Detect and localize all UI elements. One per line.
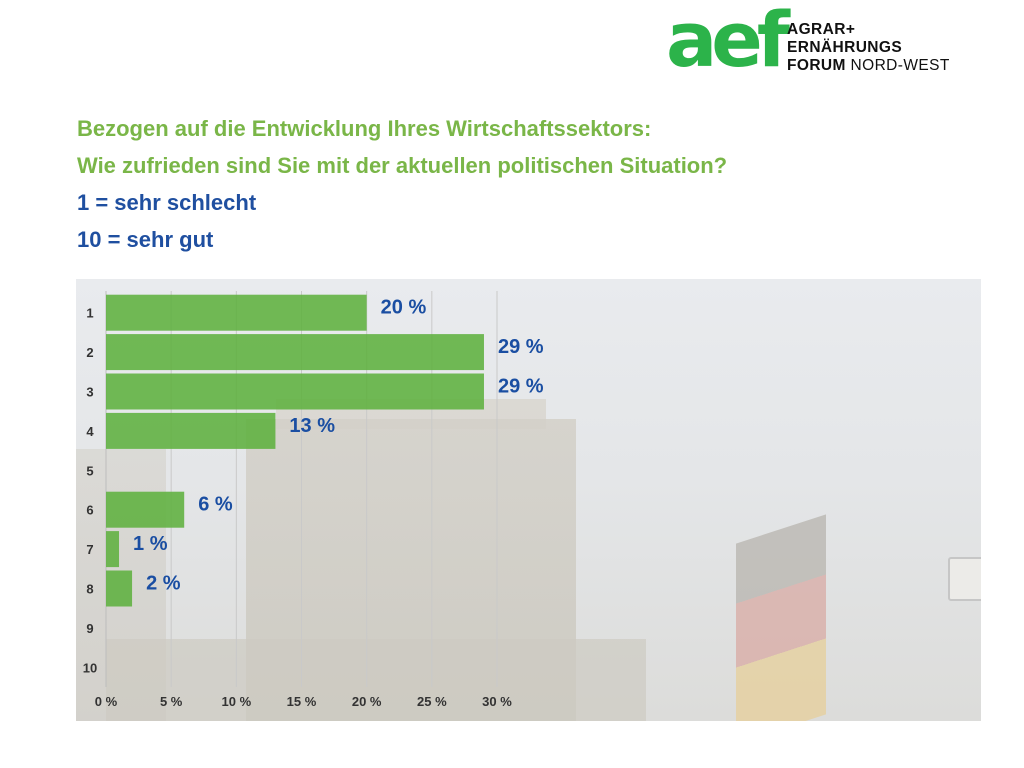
category-label: 2 — [86, 345, 93, 360]
data-label: 2 % — [146, 573, 181, 595]
x-tick-label: 30 % — [482, 694, 512, 709]
x-tick-label: 0 % — [95, 694, 118, 709]
logo-line-1: AGRAR+ — [787, 21, 856, 38]
logo-mark: aef — [666, 0, 790, 84]
aef-logo: aef AGRAR+ ERNÄHRUNGS FORUM NORD-WEST — [666, 2, 986, 96]
bar — [106, 294, 367, 331]
question-line-2: Wie zufrieden sind Sie mit der aktuellen… — [77, 153, 728, 178]
logo-line-2: ERNÄHRUNGS — [787, 39, 903, 56]
category-label: 3 — [86, 385, 93, 400]
category-label: 4 — [86, 424, 94, 439]
x-tick-label: 15 % — [287, 694, 317, 709]
category-label: 1 — [86, 306, 93, 321]
background-building-base — [106, 639, 646, 721]
scale-low-label: 1 = sehr schlecht — [77, 190, 257, 215]
bar — [106, 373, 484, 410]
category-label: 10 — [83, 660, 97, 675]
x-tick-label: 10 % — [222, 694, 252, 709]
question-title: Bezogen auf die Entwicklung Ihres Wirtsc… — [77, 110, 727, 258]
scale-high-label: 10 = sehr gut — [77, 227, 214, 252]
x-tick-label: 5 % — [160, 694, 183, 709]
x-tick-label: 25 % — [417, 694, 447, 709]
data-label: 6 % — [198, 494, 233, 516]
bar — [106, 412, 276, 449]
bar-chart: 1 20 % 2 29 % 3 29 % 4 13 % 5 6 6 % 7 1 % 8 2 % 9 10 0 % 5… — [83, 291, 544, 709]
category-label: 6 — [86, 503, 93, 518]
data-label: 29 % — [498, 336, 544, 358]
data-label: 29 % — [498, 376, 544, 398]
bar — [106, 334, 484, 371]
bar — [106, 570, 133, 607]
data-label: 1 % — [133, 533, 168, 555]
x-tick-label: 20 % — [352, 694, 382, 709]
category-label: 7 — [86, 542, 93, 557]
category-label: 9 — [86, 621, 93, 636]
category-label: 5 — [86, 463, 93, 478]
bar — [106, 491, 185, 528]
question-line-1: Bezogen auf die Entwicklung Ihres Wirtsc… — [77, 116, 652, 141]
logo-line-3: FORUM NORD-WEST — [787, 57, 950, 74]
background-sign — [948, 557, 981, 601]
data-label: 20 % — [381, 297, 427, 319]
bar — [106, 531, 120, 568]
data-label: 13 % — [289, 415, 335, 437]
category-label: 8 — [86, 582, 93, 597]
logo-wordmark: AGRAR+ ERNÄHRUNGS FORUM NORD-WEST — [787, 21, 950, 75]
chart-panel: 1 20 % 2 29 % 3 29 % 4 13 % 5 6 6 % 7 1 % 8 2 % 9 10 0 % 5… — [76, 279, 981, 721]
